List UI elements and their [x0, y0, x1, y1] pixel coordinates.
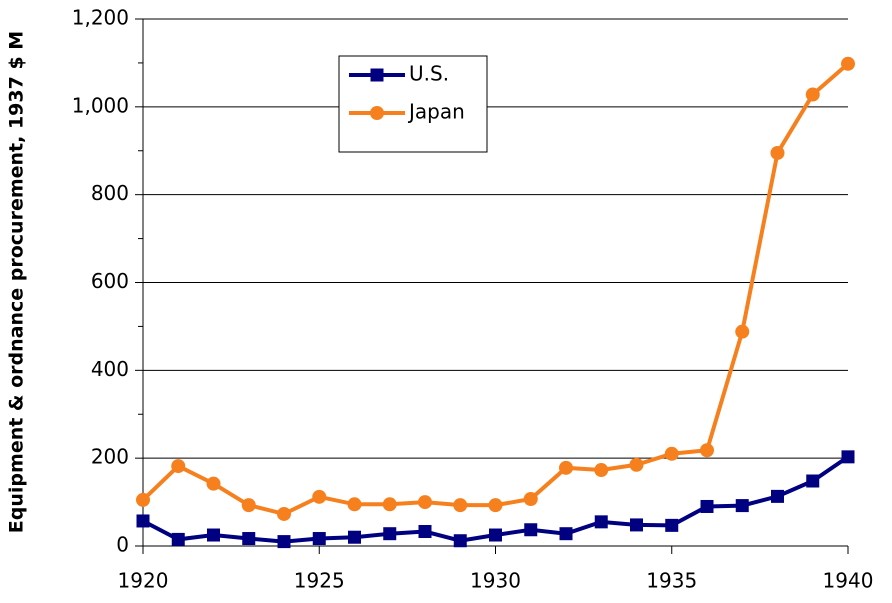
data-point	[489, 528, 502, 542]
data-point	[347, 497, 362, 512]
y-tick-label: 1,200	[72, 6, 129, 30]
legend-box	[338, 55, 488, 153]
x-tick-label: 1925	[294, 569, 345, 593]
data-point	[735, 324, 750, 339]
data-point	[382, 497, 397, 512]
data-point	[277, 506, 291, 521]
data-point	[453, 534, 467, 548]
y-tick-label: 200	[91, 445, 129, 469]
x-tick-label: 1940	[823, 569, 874, 593]
legend-label: Japan	[407, 100, 465, 124]
data-point	[735, 499, 749, 513]
data-point	[171, 532, 185, 546]
data-point	[488, 498, 503, 513]
data-point	[665, 518, 679, 532]
data-point	[771, 489, 784, 503]
data-point	[523, 492, 538, 507]
y-tick-label: 600	[91, 269, 129, 293]
data-point	[206, 476, 221, 491]
data-point	[629, 457, 644, 472]
y-tick-label: 800	[91, 181, 129, 205]
data-point	[136, 492, 150, 507]
y-tick-label: 1,000	[72, 93, 129, 117]
x-tick-label: 1930	[470, 569, 521, 593]
data-point	[841, 450, 855, 464]
data-point	[524, 523, 538, 537]
y-tick-label: 0	[116, 533, 129, 557]
legend-label: U.S.	[409, 62, 449, 86]
data-point	[664, 446, 679, 461]
data-point	[418, 495, 432, 510]
data-point	[242, 532, 256, 546]
data-point	[418, 525, 432, 539]
data-point	[841, 56, 855, 71]
data-point	[312, 489, 327, 504]
data-point	[241, 498, 256, 513]
data-point	[383, 527, 397, 541]
data-point	[559, 527, 573, 541]
data-point	[594, 515, 608, 529]
data-point	[277, 535, 291, 549]
data-point	[207, 528, 220, 542]
data-point	[700, 499, 714, 513]
x-tick-label: 1935	[646, 569, 697, 593]
data-point	[806, 474, 820, 488]
data-point	[700, 443, 714, 458]
y-axis-label: Equipment & ordnance procurement, 1937 $…	[6, 31, 28, 533]
data-point	[312, 532, 326, 546]
legend-marker	[370, 68, 384, 82]
data-point	[453, 498, 468, 513]
data-point	[348, 530, 361, 544]
data-point	[630, 518, 643, 532]
data-point	[770, 145, 785, 160]
data-point	[559, 460, 573, 475]
data-point	[171, 459, 186, 474]
legend-marker	[370, 106, 384, 120]
data-point	[805, 87, 820, 102]
data-point	[136, 514, 150, 528]
data-point	[594, 463, 609, 478]
x-tick-label: 1920	[118, 569, 169, 593]
y-tick-label: 400	[91, 357, 129, 381]
